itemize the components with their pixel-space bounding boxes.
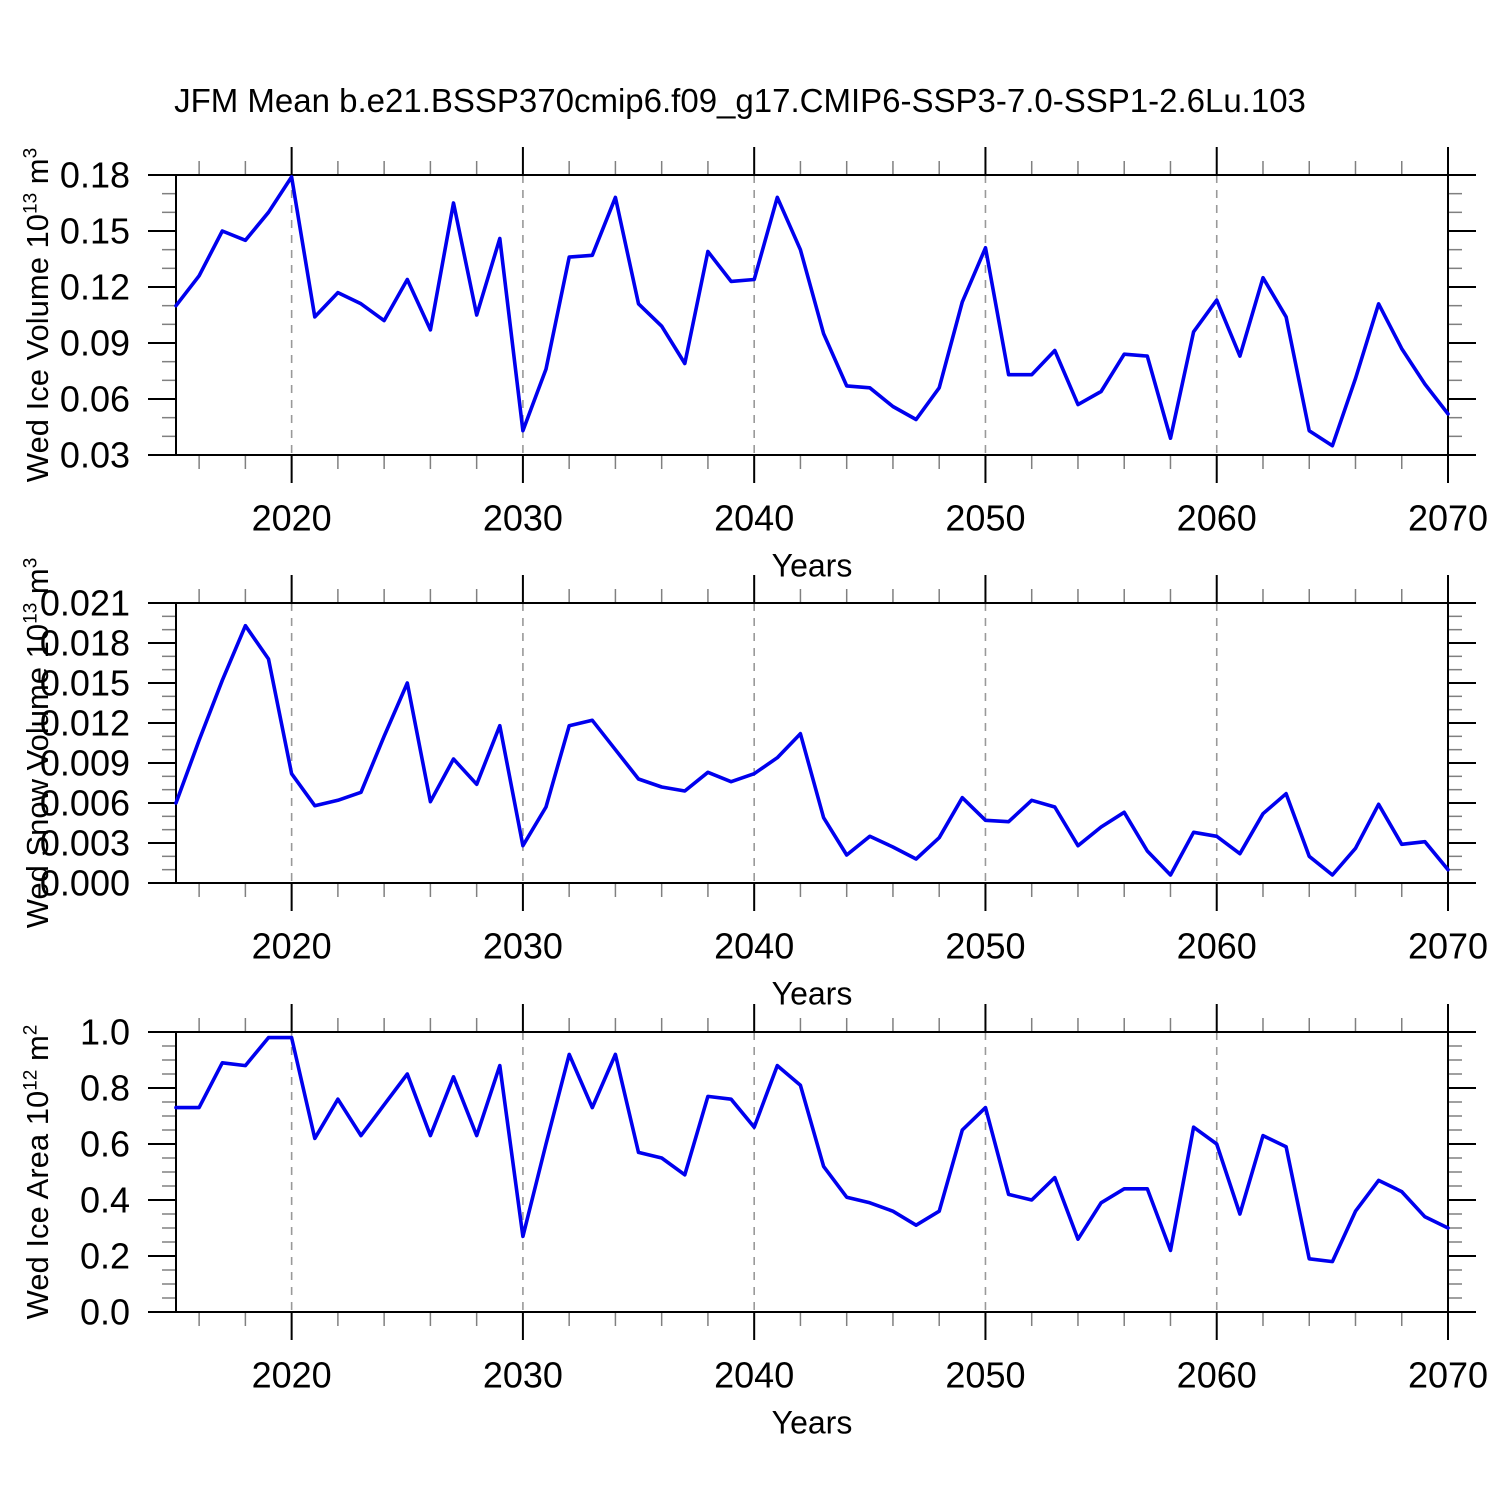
y-tick-label-0.021: 0.021 — [40, 583, 130, 624]
y-tick-label-0.18: 0.18 — [60, 155, 130, 196]
y-tick-labels: 0.0 0.2 0.4 0.6 0.8 1.0 — [80, 1012, 130, 1333]
x-tick-label-2020: 2020 — [252, 926, 332, 967]
x-tick-labels: 2020 2030 2040 2050 2060 2070 — [252, 926, 1488, 967]
x-tick-label-2060: 2060 — [1177, 1355, 1257, 1396]
ice-volume-series-line — [174, 175, 1450, 448]
x-tick-labels: 2020 2030 2040 2050 2060 2070 — [252, 498, 1488, 539]
x-tick-label-2070: 2070 — [1408, 1355, 1488, 1396]
y-tick-label-0.6: 0.6 — [80, 1124, 130, 1165]
y-tick-label-0.0: 0.0 — [80, 1292, 130, 1333]
axis-ticks — [148, 147, 1476, 483]
x-axis-title-panel2: Years — [771, 975, 853, 1012]
decade-gridlines — [290, 603, 1218, 883]
y-tick-label-0.15: 0.15 — [60, 211, 130, 252]
y-tick-label-0.012: 0.012 — [40, 703, 130, 744]
x-tick-label-2020: 2020 — [252, 498, 332, 539]
y-tick-label-0.015: 0.015 — [40, 663, 130, 704]
y-tick-label-0.003: 0.003 — [40, 823, 130, 864]
ice-volume-panel: 2020 2030 2040 2050 2060 2070 0.03 0.06 0.09 0.12… — [60, 147, 1488, 539]
x-tick-label-2050: 2050 — [945, 926, 1025, 967]
x-tick-label-2070: 2070 — [1408, 926, 1488, 967]
x-axis-title-panel1: Years — [771, 547, 853, 584]
y-tick-label-0.2: 0.2 — [80, 1236, 130, 1277]
x-tick-label-2070: 2070 — [1408, 498, 1488, 539]
axis-ticks — [148, 575, 1476, 911]
decade-gridlines — [290, 1032, 1218, 1312]
x-tick-label-2020: 2020 — [252, 1355, 332, 1396]
y-tick-label-0.03: 0.03 — [60, 435, 130, 476]
x-tick-label-2040: 2040 — [714, 1355, 794, 1396]
x-tick-labels: 2020 2030 2040 2050 2060 2070 — [252, 1355, 1488, 1396]
y-tick-label-0.06: 0.06 — [60, 379, 130, 420]
ice-area-panel: 2020 2030 2040 2050 2060 2070 0.0 0.2 0.4 0.6 0.8 1… — [80, 1004, 1488, 1396]
y-tick-label-0.006: 0.006 — [40, 783, 130, 824]
decade-gridlines — [290, 175, 1218, 455]
figure-title: JFM Mean b.e21.BSSP370cmip6.f09_g17.CMIP… — [174, 82, 1306, 119]
y-tick-label-0.09: 0.09 — [60, 323, 130, 364]
y-tick-label-0.8: 0.8 — [80, 1068, 130, 1109]
y-tick-label-0.12: 0.12 — [60, 267, 130, 308]
y-tick-labels: 0.03 0.06 0.09 0.12 0.15 0.18 — [60, 155, 130, 476]
plot-frame — [175, 1031, 1449, 1313]
snow-volume-panel: 2020 2030 2040 2050 2060 20700.0000.0030.0060… — [40, 575, 1488, 967]
plot-frame — [175, 174, 1449, 456]
x-tick-label-2060: 2060 — [1177, 498, 1257, 539]
y-tick-label-0.4: 0.4 — [80, 1180, 130, 1221]
x-tick-label-2030: 2030 — [483, 926, 563, 967]
y-tick-label-0.000: 0.000 — [40, 863, 130, 904]
x-tick-label-2050: 2050 — [945, 1355, 1025, 1396]
x-tick-label-2030: 2030 — [483, 498, 563, 539]
y-tick-label-0.018: 0.018 — [40, 623, 130, 664]
x-tick-label-2040: 2040 — [714, 498, 794, 539]
axis-ticks — [148, 1004, 1476, 1340]
plot-frame — [175, 602, 1449, 884]
y-tick-label-1.0: 1.0 — [80, 1012, 130, 1053]
x-tick-label-2040: 2040 — [714, 926, 794, 967]
x-tick-label-2060: 2060 — [1177, 926, 1257, 967]
x-tick-label-2050: 2050 — [945, 498, 1025, 539]
snow-volume-series-line — [174, 623, 1450, 877]
x-axis-title-panel3: Years — [771, 1404, 853, 1441]
ice-area-series-line — [174, 1035, 1450, 1264]
x-tick-label-2030: 2030 — [483, 1355, 563, 1396]
y-tick-label-0.009: 0.009 — [40, 743, 130, 784]
